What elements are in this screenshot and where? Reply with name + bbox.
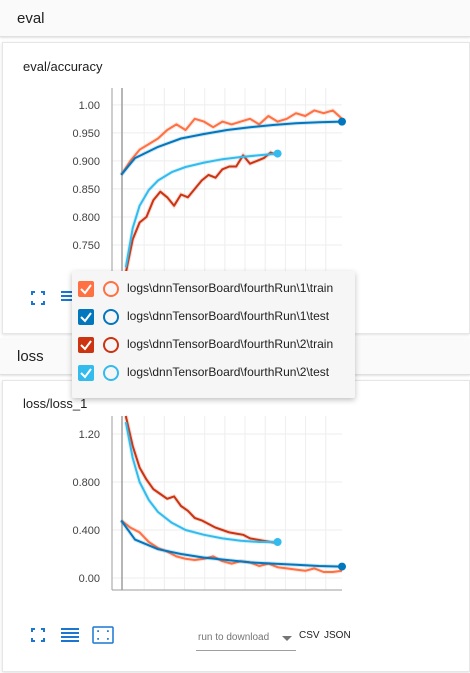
loss-card-title: loss/loss_1: [23, 396, 88, 411]
y-tick-label: 1.20: [79, 429, 100, 441]
chevron-down-icon: [282, 636, 292, 641]
tooltip-run-row[interactable]: logs\dnnTensorBoard\fourthRun\1\test: [72, 304, 355, 330]
run-label: logs\dnnTensorBoard\fourthRun\2\test: [127, 365, 330, 379]
series-endpoint: [273, 538, 282, 546]
selection-icon[interactable]: [92, 626, 114, 644]
y-tick-label: 0.800: [72, 212, 100, 224]
run-to-download-placeholder: run to download: [198, 632, 270, 643]
series-line[interactable]: [120, 109, 343, 176]
series-line[interactable]: [120, 120, 343, 176]
run-color-circle-icon: [103, 337, 119, 353]
y-tick-label: 0.400: [72, 525, 100, 537]
eval-section-header[interactable]: eval: [0, 0, 470, 37]
run-tooltip: logs\dnnTensorBoard\fourthRun\1\train lo…: [72, 271, 355, 398]
accuracy-chart[interactable]: 1.00 0.950 0.900 0.850 0.800 0.750: [0, 0, 470, 300]
series-line[interactable]: [120, 519, 343, 573]
tooltip-run-row[interactable]: logs\dnnTensorBoard\fourthRun\2\test: [72, 360, 355, 386]
eval-section-title: eval: [17, 10, 45, 27]
json-download-link[interactable]: JSON: [324, 630, 351, 641]
series-endpoint: [338, 562, 346, 571]
tooltip-run-row[interactable]: logs\dnnTensorBoard\fourthRun\2\train: [72, 332, 355, 358]
run-to-download-select[interactable]: run to download: [196, 628, 296, 651]
loss-card: loss/loss_1: [2, 380, 470, 672]
accuracy-card-title: eval/accuracy: [23, 59, 103, 74]
loss-chart[interactable]: 1.20 0.800 0.400 0.00: [0, 380, 470, 610]
run-checkbox[interactable]: [78, 309, 94, 325]
run-color-circle-icon: [103, 281, 119, 297]
series-line[interactable]: [124, 415, 278, 545]
fit-domain-icon[interactable]: [31, 628, 45, 642]
y-tick-label: 1.00: [79, 100, 100, 112]
series-line[interactable]: [120, 519, 343, 568]
y-tick-label: 0.900: [72, 156, 100, 168]
run-checkbox[interactable]: [78, 337, 94, 353]
run-label: logs\dnnTensorBoard\fourthRun\1\train: [127, 281, 334, 295]
run-color-circle-icon: [103, 309, 119, 325]
log-scale-icon[interactable]: [61, 628, 79, 642]
tooltip-run-row[interactable]: logs\dnnTensorBoard\fourthRun\1\train: [72, 276, 355, 302]
series-endpoint: [273, 149, 282, 158]
fit-domain-icon[interactable]: [31, 291, 45, 305]
series-raw-line: [123, 415, 278, 546]
series-endpoint: [338, 117, 346, 126]
csv-download-link[interactable]: CSV: [299, 630, 320, 641]
log-scale-icon[interactable]: [61, 291, 77, 305]
loss-section-title: loss: [17, 348, 44, 365]
series-line[interactable]: [124, 421, 278, 543]
y-tick-label: 0.800: [72, 477, 100, 489]
run-label: logs\dnnTensorBoard\fourthRun\1\test: [127, 309, 330, 323]
y-tick-label: 0.950: [72, 128, 100, 140]
run-checkbox[interactable]: [78, 281, 94, 297]
run-checkbox[interactable]: [78, 365, 94, 381]
series-line[interactable]: [124, 152, 278, 268]
y-tick-label: 0.00: [79, 573, 100, 585]
y-tick-label: 0.750: [72, 240, 100, 252]
y-tick-label: 0.850: [72, 184, 100, 196]
run-label: logs\dnnTensorBoard\fourthRun\2\train: [127, 337, 334, 351]
run-color-circle-icon: [103, 365, 119, 381]
series-line[interactable]: [124, 151, 278, 274]
